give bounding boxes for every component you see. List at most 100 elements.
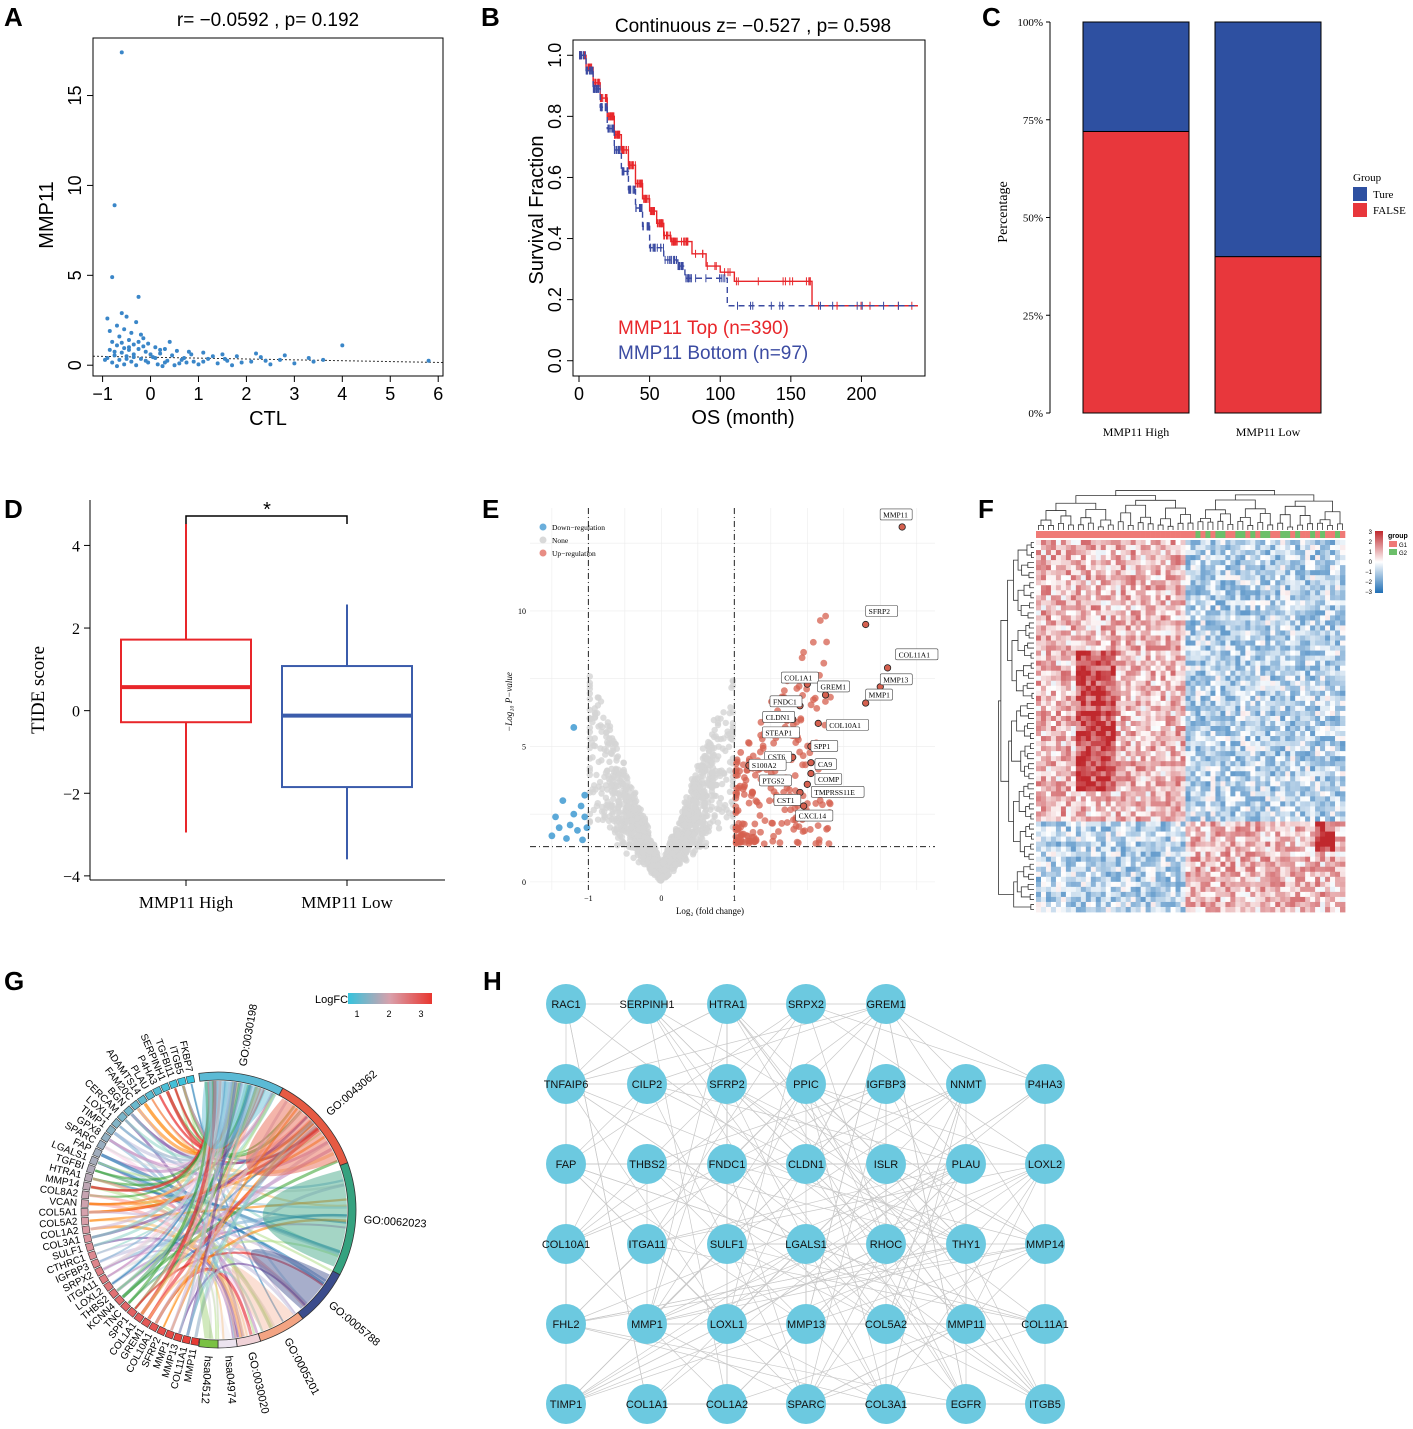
heatmap-cell — [1220, 671, 1225, 676]
heatmap-cell — [1250, 595, 1255, 600]
heatmap-cell — [1116, 661, 1121, 666]
heatmap-cell — [1136, 736, 1141, 741]
heatmap-cell — [1305, 550, 1310, 555]
heatmap-cell — [1320, 686, 1325, 691]
heatmap-cell — [1240, 605, 1245, 610]
heatmap-cell — [1275, 666, 1280, 671]
heatmap-cell — [1300, 615, 1305, 620]
heatmap-cell — [1191, 741, 1196, 746]
heatmap-cell — [1290, 736, 1295, 741]
heatmap-cell — [1186, 560, 1191, 565]
heatmap-cell — [1161, 691, 1166, 696]
heatmap-cell — [1195, 625, 1200, 630]
heatmap-cell — [1186, 595, 1191, 600]
heatmap-cell — [1300, 691, 1305, 696]
heatmap-cell — [1121, 560, 1126, 565]
heatmap-cell — [1295, 580, 1300, 585]
heatmap-cell — [1136, 686, 1141, 691]
heatmap-cell — [1225, 625, 1230, 630]
heatmap-cell — [1056, 721, 1061, 726]
heatmap-cell — [1210, 610, 1215, 615]
heatmap-cell — [1325, 716, 1330, 721]
heatmap-cell — [1141, 736, 1146, 741]
heatmap-cell — [1255, 636, 1260, 641]
heatmap-cell — [1166, 550, 1171, 555]
heatmap-cell — [1250, 656, 1255, 661]
heatmap-cell — [1141, 701, 1146, 706]
heatmap-cell — [1295, 671, 1300, 676]
heatmap-cell — [1220, 630, 1225, 635]
heatmap-cell — [1061, 610, 1066, 615]
chart-a-point — [201, 351, 205, 355]
heatmap-cell — [1061, 615, 1066, 620]
heatmap-annotation-cell — [1141, 531, 1146, 538]
heatmap-cell — [1041, 600, 1046, 605]
heatmap-cell — [1141, 560, 1146, 565]
volcano-point-up — [746, 800, 753, 807]
heatmap-cell — [1230, 550, 1235, 555]
heatmap-cell — [1166, 580, 1171, 585]
heatmap-cell — [1260, 656, 1265, 661]
heatmap-cell — [1225, 716, 1230, 721]
heatmap-cell — [1240, 585, 1245, 590]
heatmap-cell — [1066, 636, 1071, 641]
heatmap-cell — [1205, 696, 1210, 701]
gene-label-mmp13: MMP13 — [883, 675, 908, 684]
heatmap-cell — [1106, 570, 1111, 575]
heatmap-cell — [1280, 575, 1285, 580]
heatmap-cell — [1056, 701, 1061, 706]
chart-a-point — [108, 329, 112, 333]
heatmap-cell — [1056, 580, 1061, 585]
heatmap-cell — [1096, 666, 1101, 671]
heatmap-cell — [1290, 545, 1295, 550]
heatmap-cell — [1340, 636, 1345, 641]
heatmap-cell — [1096, 661, 1101, 666]
heatmap-cell — [1051, 646, 1056, 651]
heatmap-cell — [1285, 585, 1290, 590]
heatmap-cell — [1310, 565, 1315, 570]
heatmap-cell — [1325, 550, 1330, 555]
heatmap-cell — [1181, 696, 1186, 701]
heatmap-cell — [1051, 671, 1056, 676]
heatmap-cell — [1300, 696, 1305, 701]
heatmap-cell — [1056, 641, 1061, 646]
heatmap-cell — [1240, 641, 1245, 646]
heatmap-cell — [1320, 570, 1325, 575]
heatmap-cell — [1101, 610, 1106, 615]
heatmap-cell — [1280, 550, 1285, 555]
heatmap-cell — [1096, 560, 1101, 565]
heatmap-cell — [1280, 585, 1285, 590]
heatmap-cell — [1240, 595, 1245, 600]
heatmap-cell — [1250, 625, 1255, 630]
heatmap-cell — [1131, 555, 1136, 560]
heatmap-cell — [1340, 656, 1345, 661]
heatmap-cell — [1330, 731, 1335, 736]
heatmap-cell — [1111, 666, 1116, 671]
heatmap-cell — [1066, 666, 1071, 671]
heatmap-cell — [1315, 736, 1320, 741]
heatmap-cell — [1225, 731, 1230, 736]
heatmap-cell — [1141, 711, 1146, 716]
heatmap-cell — [1146, 595, 1151, 600]
heatmap-cell — [1265, 726, 1270, 731]
heatmap-cell — [1036, 630, 1041, 635]
heatmap-cell — [1280, 560, 1285, 565]
heatmap-cell — [1240, 706, 1245, 711]
heatmap-cell — [1320, 585, 1325, 590]
heatmap-cell — [1141, 691, 1146, 696]
heatmap-cell — [1131, 666, 1136, 671]
heatmap-cell — [1195, 615, 1200, 620]
heatmap-cell — [1071, 686, 1076, 691]
heatmap-cell — [1166, 615, 1171, 620]
heatmap-cell — [1220, 585, 1225, 590]
heatmap-cell — [1230, 625, 1235, 630]
heatmap-cell — [1335, 681, 1340, 686]
heatmap-cell — [1340, 641, 1345, 646]
volcano-point-none — [608, 783, 614, 789]
heatmap-cell — [1215, 550, 1220, 555]
heatmap-cell — [1141, 686, 1146, 691]
chart-a-point — [122, 327, 126, 331]
heatmap-cell — [1041, 555, 1046, 560]
heatmap-cell — [1181, 555, 1186, 560]
volcano-point-none — [616, 809, 622, 815]
